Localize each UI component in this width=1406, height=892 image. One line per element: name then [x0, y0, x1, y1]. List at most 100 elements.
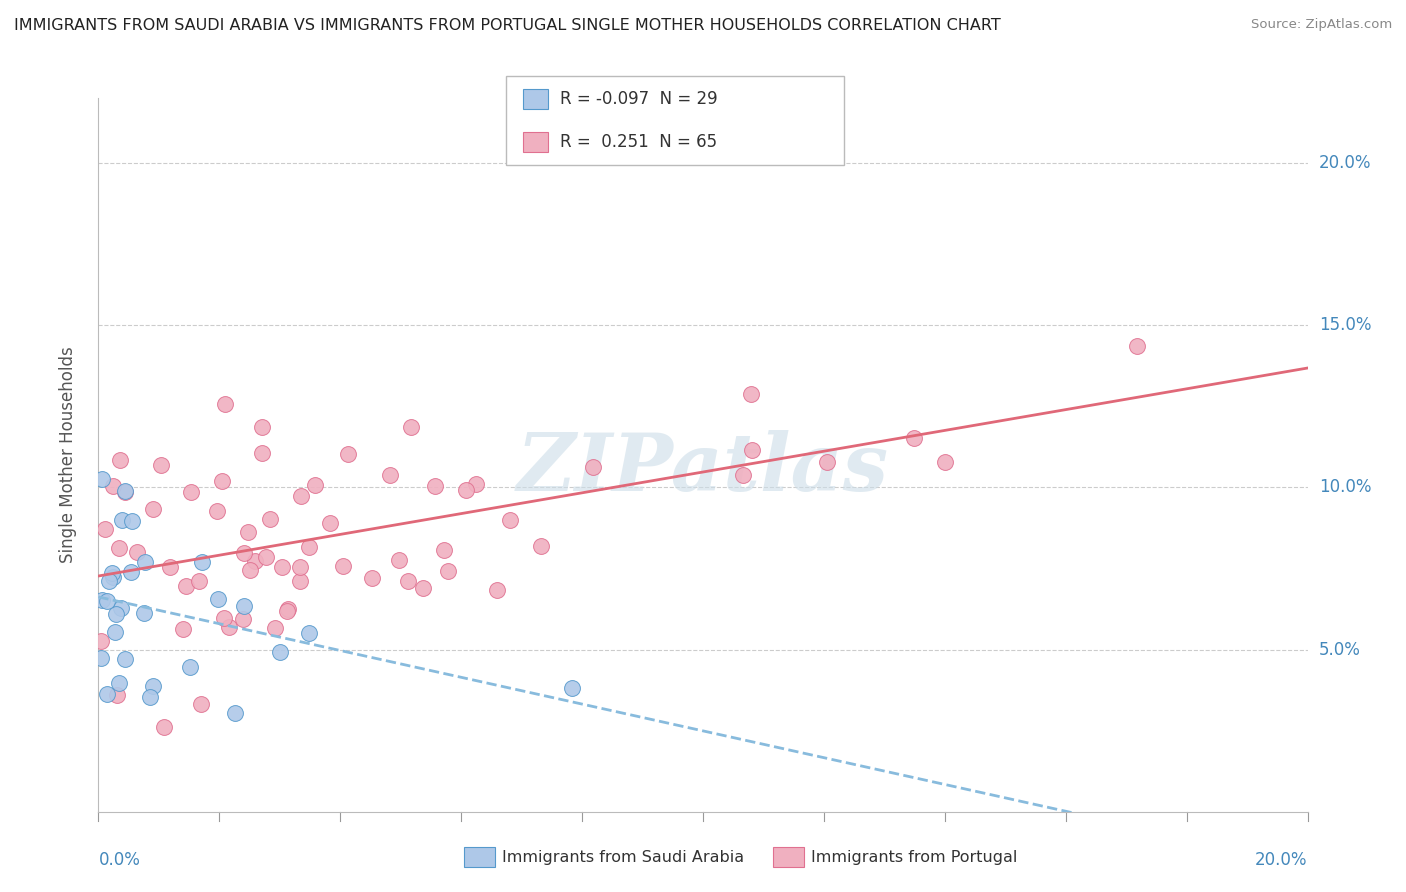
Point — [159, 559, 181, 574]
Point — [114, 484, 136, 499]
Point — [94, 522, 117, 536]
Point — [104, 624, 127, 639]
Text: 5.0%: 5.0% — [1319, 640, 1361, 658]
Point — [741, 442, 763, 457]
Point — [90, 633, 112, 648]
Point — [172, 622, 194, 636]
Point — [187, 574, 209, 588]
Point — [530, 539, 553, 553]
Point — [107, 541, 129, 555]
Point — [211, 475, 233, 489]
Point — [218, 620, 240, 634]
Point — [233, 546, 256, 560]
Point — [271, 559, 294, 574]
Point — [104, 607, 127, 621]
Point — [361, 571, 384, 585]
Point — [740, 387, 762, 401]
Point — [100, 566, 122, 580]
Point — [214, 397, 236, 411]
Point — [298, 626, 321, 640]
Point — [207, 592, 229, 607]
Point — [250, 420, 273, 434]
Point — [437, 564, 460, 578]
Text: R = -0.097  N = 29: R = -0.097 N = 29 — [560, 90, 717, 108]
Point — [499, 513, 522, 527]
Point — [288, 574, 311, 588]
Point — [454, 483, 477, 498]
Text: Single Mother Households: Single Mother Households — [59, 347, 77, 563]
Point — [423, 479, 446, 493]
Text: IMMIGRANTS FROM SAUDI ARABIA VS IMMIGRANTS FROM PORTUGAL SINGLE MOTHER HOUSEHOLD: IMMIGRANTS FROM SAUDI ARABIA VS IMMIGRAN… — [14, 18, 1001, 33]
Point — [176, 579, 198, 593]
Point — [433, 543, 456, 558]
Point — [903, 431, 925, 445]
Point — [412, 581, 434, 595]
Point — [561, 681, 583, 696]
Point — [815, 455, 838, 469]
Point — [396, 574, 419, 588]
Point — [96, 594, 118, 608]
Text: 0.0%: 0.0% — [98, 851, 141, 869]
Text: Immigrants from Portugal: Immigrants from Portugal — [811, 850, 1018, 864]
Point — [485, 583, 508, 598]
Point — [378, 467, 401, 482]
Point — [142, 502, 165, 516]
Text: 20.0%: 20.0% — [1319, 154, 1371, 172]
Point — [134, 555, 156, 569]
Point — [96, 687, 118, 701]
Point — [91, 472, 114, 486]
Point — [277, 602, 299, 616]
Point — [1125, 339, 1147, 353]
Point — [582, 460, 605, 475]
Point — [103, 478, 125, 492]
Point — [149, 458, 172, 472]
Text: Source: ZipAtlas.com: Source: ZipAtlas.com — [1251, 18, 1392, 31]
Text: Immigrants from Saudi Arabia: Immigrants from Saudi Arabia — [502, 850, 744, 864]
Point — [98, 574, 121, 589]
Point — [90, 593, 112, 607]
Point — [269, 644, 291, 658]
Text: R =  0.251  N = 65: R = 0.251 N = 65 — [560, 133, 717, 151]
Point — [388, 553, 411, 567]
Text: 15.0%: 15.0% — [1319, 316, 1371, 334]
Point — [233, 599, 256, 613]
Point — [236, 524, 259, 539]
Point — [399, 420, 422, 434]
Point — [288, 559, 311, 574]
Point — [179, 660, 201, 674]
Text: ZIPatlas: ZIPatlas — [517, 431, 889, 508]
Point — [114, 485, 136, 500]
Point — [132, 606, 155, 620]
Point — [232, 612, 254, 626]
Point — [108, 453, 131, 467]
Point — [120, 565, 142, 579]
Point — [239, 563, 262, 577]
Point — [290, 489, 312, 503]
Point — [127, 544, 149, 558]
Point — [180, 485, 202, 500]
Point — [934, 455, 956, 469]
Point — [318, 516, 340, 531]
Point — [152, 720, 174, 734]
Point — [264, 621, 287, 635]
Point — [337, 447, 360, 461]
Point — [108, 676, 131, 690]
Point — [276, 604, 298, 618]
Point — [114, 651, 136, 665]
Point — [105, 688, 128, 702]
Point — [252, 446, 274, 460]
Text: 20.0%: 20.0% — [1256, 851, 1308, 869]
Point — [90, 651, 112, 665]
Point — [304, 478, 326, 492]
Point — [254, 549, 277, 564]
Point — [214, 610, 236, 624]
Point — [142, 680, 165, 694]
Point — [191, 556, 214, 570]
Text: 10.0%: 10.0% — [1319, 478, 1371, 496]
Point — [121, 514, 143, 528]
Point — [332, 558, 354, 573]
Point — [298, 540, 321, 554]
Point — [101, 570, 124, 584]
Point — [111, 513, 134, 527]
Point — [110, 601, 132, 615]
